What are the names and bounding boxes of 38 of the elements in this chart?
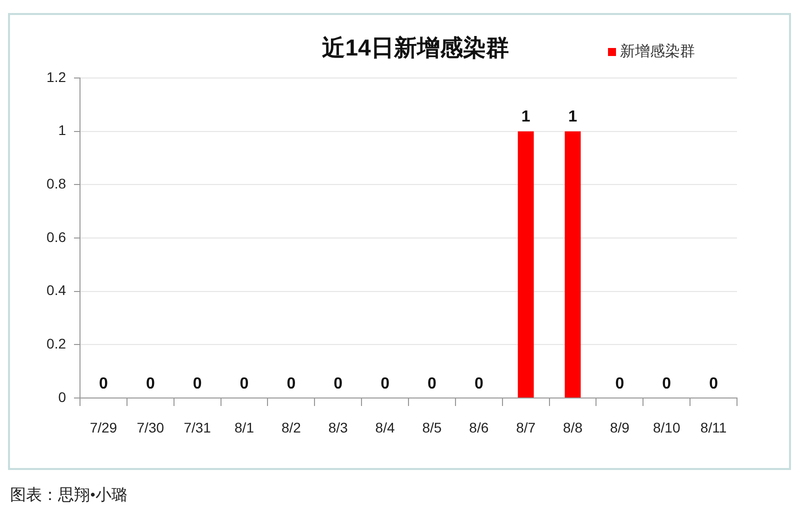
- data-label: 0: [334, 375, 343, 392]
- y-tick-label: 0.2: [46, 336, 66, 352]
- data-label: 0: [615, 375, 624, 392]
- data-label: 0: [240, 375, 249, 392]
- data-label: 0: [474, 375, 484, 392]
- data-label: 0: [380, 375, 390, 392]
- x-tick-label: 8/5: [422, 419, 442, 436]
- data-label: 0: [662, 375, 672, 392]
- x-tick-label: 8/1: [234, 419, 254, 436]
- data-label: 0: [146, 375, 155, 392]
- x-tick-label: 7/30: [136, 419, 164, 436]
- y-tick-label: 0.4: [46, 282, 66, 298]
- x-tick-label: 8/10: [652, 419, 680, 436]
- x-tick-label: 7/29: [90, 419, 118, 436]
- y-tick-label: 0.6: [46, 228, 66, 245]
- data-label: 0: [428, 375, 437, 392]
- data-label: 1: [568, 108, 578, 126]
- data-label: 0: [286, 375, 296, 392]
- y-tick-label: 1.2: [46, 68, 66, 85]
- x-tick-label: 8/2: [281, 419, 302, 436]
- x-tick-label: 8/3: [328, 419, 348, 436]
- x-tick-label: 8/8: [563, 419, 583, 436]
- x-tick-label: 7/31: [184, 419, 212, 436]
- data-label: 0: [99, 375, 108, 392]
- x-tick-label: 8/9: [610, 419, 630, 436]
- data-label: 0: [709, 375, 718, 392]
- data-label: 1: [521, 108, 530, 126]
- data-label: 0: [192, 375, 202, 392]
- y-tick-label: 0: [58, 388, 66, 405]
- x-tick-label: 8/4: [375, 419, 395, 436]
- y-tick-label: 1: [58, 122, 66, 138]
- text: 图表：思翔•小璐: [10, 486, 128, 504]
- x-tick-label: 8/6: [469, 419, 489, 436]
- x-tick-label: 8/7: [516, 419, 536, 436]
- chart-title: 近14日新增感染群: [321, 34, 509, 60]
- legend-label: 新增感染群: [620, 42, 695, 60]
- y-tick-label: 0.8: [46, 176, 66, 192]
- x-tick-label: 8/11: [700, 419, 727, 436]
